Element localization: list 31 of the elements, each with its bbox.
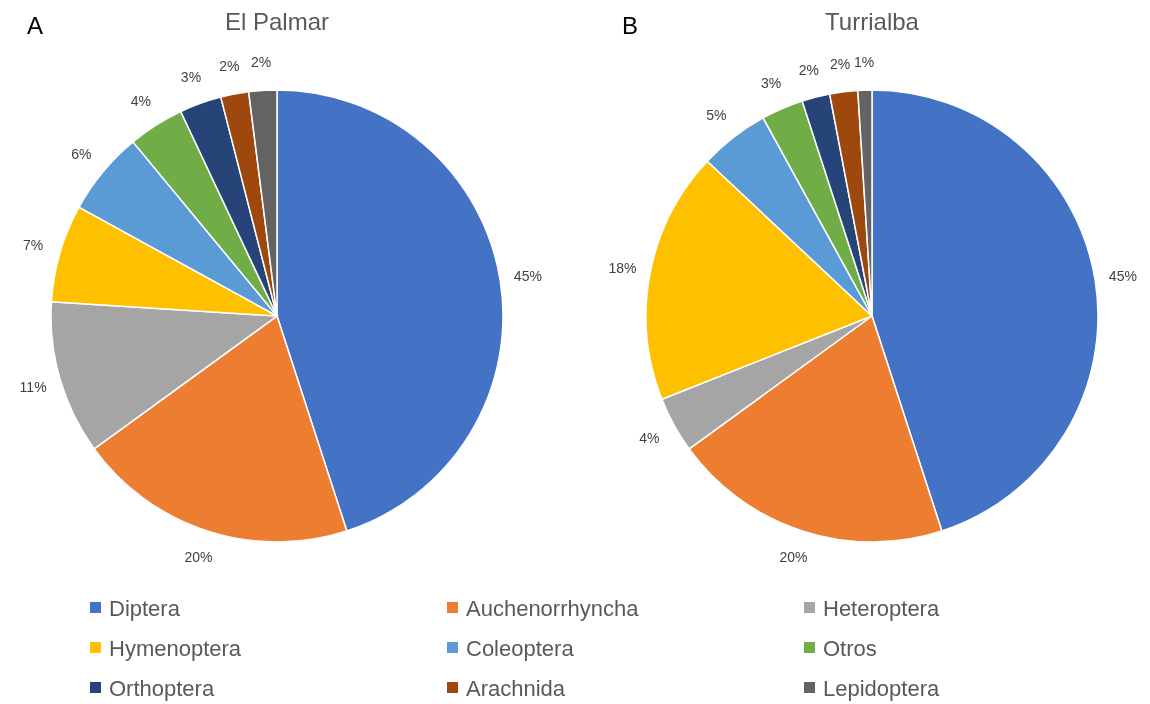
legend-label: Heteroptera: [823, 595, 940, 621]
data-label: 11%: [19, 378, 47, 395]
chart-title: Turrialba: [825, 8, 920, 35]
data-label: 20%: [184, 549, 213, 566]
legend-label: Orthoptera: [109, 675, 215, 701]
legend-label: Lepidoptera: [823, 675, 940, 701]
legend-label: Hymenoptera: [109, 635, 242, 661]
data-label: 45%: [513, 268, 542, 285]
text: A: [27, 12, 44, 39]
legend-label: Diptera: [109, 595, 181, 621]
data-label: 3%: [180, 68, 202, 85]
data-label: 2%: [250, 54, 272, 71]
data-label: 4%: [639, 430, 660, 447]
data-label: 45%: [1108, 268, 1137, 285]
legend-label: Auchenorrhyncha: [466, 595, 640, 621]
data-label: 5%: [706, 107, 727, 124]
legend-label: Arachnida: [466, 675, 566, 701]
data-label: 1%: [853, 54, 875, 71]
text: B: [622, 12, 639, 39]
data-label: 20%: [779, 549, 808, 566]
data-label: 18%: [608, 260, 637, 277]
data-label: 7%: [22, 237, 44, 254]
data-label: 4%: [130, 93, 152, 110]
data-label: 6%: [71, 145, 92, 162]
legend-label: Otros: [823, 635, 877, 661]
data-label: 2%: [219, 58, 240, 75]
data-label: 2%: [798, 61, 819, 78]
legend-label: Coleoptera: [466, 635, 575, 661]
chart-title: El Palmar: [224, 8, 330, 35]
data-label: 3%: [761, 74, 782, 91]
data-label: 2%: [830, 55, 851, 72]
